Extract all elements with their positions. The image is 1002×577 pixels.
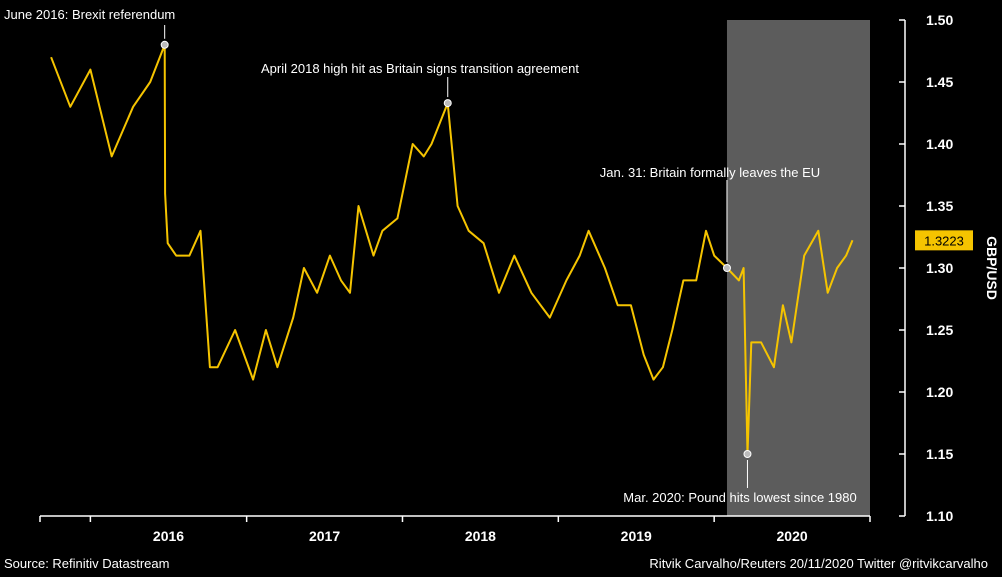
annotation-marker — [722, 264, 731, 272]
y-tick-label: 1.15 — [926, 446, 953, 462]
x-tick-label: 2020 — [777, 528, 808, 544]
shaded-period — [726, 20, 870, 516]
x-tick-label: 2017 — [309, 528, 340, 544]
chart-source: Source: Refinitiv Datastream — [4, 556, 170, 571]
y-tick-label: 1.30 — [926, 260, 953, 276]
y-tick-label: 1.40 — [926, 136, 953, 152]
y-axis-label: GBP/USD — [984, 236, 1000, 300]
x-tick-label: 2016 — [153, 528, 184, 544]
y-tick-label: 1.10 — [926, 508, 953, 524]
annotation-label: April 2018 high hit as Britain signs tra… — [261, 61, 579, 76]
annotation-label: Jan. 31: Britain formally leaves the EU — [600, 165, 820, 180]
y-tick-label: 1.50 — [926, 12, 953, 28]
last-value-label: 1.3223 — [924, 233, 964, 248]
y-tick-label: 1.20 — [926, 384, 953, 400]
x-tick-label: 2019 — [621, 528, 652, 544]
chart-credit: Ritvik Carvalho/Reuters 20/11/2020 Twitt… — [649, 556, 988, 571]
last-value-badge — [915, 230, 973, 251]
annotation-marker — [443, 99, 452, 108]
y-tick-label: 1.25 — [926, 322, 953, 338]
annotation-marker — [743, 450, 752, 458]
x-tick-label: 2018 — [465, 528, 496, 544]
series-line — [50, 43, 854, 455]
annotation-label: June 2016: Brexit referendum — [4, 7, 175, 22]
annotation-marker — [160, 40, 169, 49]
y-tick-label: 1.35 — [926, 198, 953, 214]
y-tick-label: 1.45 — [926, 74, 953, 90]
annotation-label: Mar. 2020: Pound hits lowest since 1980 — [623, 490, 856, 505]
